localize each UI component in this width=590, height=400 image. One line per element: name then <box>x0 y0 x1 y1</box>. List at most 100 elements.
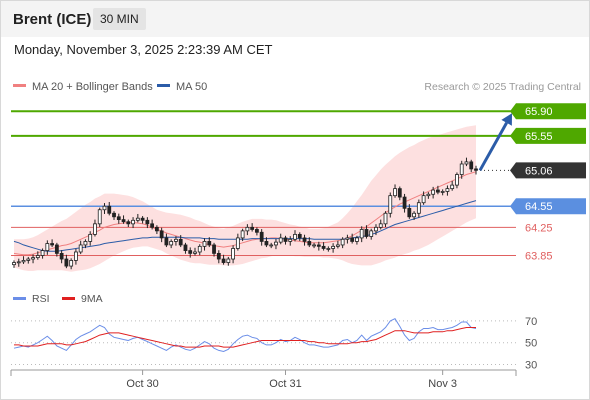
bollinger-band <box>14 125 476 272</box>
candle-body <box>255 229 259 233</box>
candle-body <box>307 241 312 246</box>
legend-swatch-ma20 <box>13 84 26 87</box>
candle-body <box>216 252 221 260</box>
candle-body <box>364 229 369 237</box>
rsi-tick-label: 50 <box>525 338 537 350</box>
rsi-ma-line <box>14 327 476 348</box>
candle-body <box>107 205 112 214</box>
level-tag-65-06 <box>510 162 586 179</box>
candle-body <box>335 244 340 247</box>
candle-body <box>393 188 397 197</box>
legend-label-ma50: MA 50 <box>176 81 207 93</box>
legend-swatch-rsi <box>13 297 26 300</box>
x-tick-label: Oct 31 <box>269 378 301 390</box>
candle-body <box>440 191 445 193</box>
candle-body <box>397 188 402 198</box>
candle-body <box>116 216 121 221</box>
candle-body <box>293 233 297 240</box>
candle-body <box>197 245 202 253</box>
x-tick-label: Oct 30 <box>126 378 158 390</box>
candle-body <box>50 243 55 246</box>
candle-body <box>145 219 150 225</box>
candle-body <box>316 244 321 247</box>
candle-body <box>326 248 331 250</box>
candle-body <box>407 207 412 218</box>
candle-body <box>445 188 450 192</box>
candle-body <box>345 237 350 240</box>
legend-label-rsi: RSI <box>32 293 50 305</box>
candle-body <box>183 244 188 251</box>
candle-body <box>74 251 78 261</box>
candle-body <box>93 223 97 235</box>
candle-body <box>383 212 388 225</box>
candle-body <box>231 248 235 260</box>
candle-body <box>207 241 212 246</box>
candle-body <box>278 237 283 243</box>
ma50-line <box>13 200 477 252</box>
level-tag-label: 65.55 <box>525 131 553 143</box>
level-label: 63.85 <box>525 251 553 263</box>
candle-body <box>31 257 35 260</box>
candle-body <box>331 245 336 249</box>
candle-body <box>140 217 145 221</box>
candle-body <box>459 163 464 175</box>
datetime-label: Monday, November 3, 2025 2:23:39 AM CET <box>14 42 273 57</box>
candle-body <box>474 168 478 171</box>
candle-body <box>388 195 393 214</box>
x-tick-label: Nov 3 <box>428 378 457 390</box>
candle-body <box>297 233 302 239</box>
rsi-tick-label: 70 <box>525 316 537 328</box>
candle-body <box>121 219 126 223</box>
candle-body <box>59 252 64 260</box>
level-tag-label: 65.06 <box>525 165 553 177</box>
candle-body <box>150 223 155 228</box>
candle-body <box>131 219 135 225</box>
candle-body <box>235 237 240 249</box>
candle-body <box>359 229 364 239</box>
candle-body <box>369 230 374 237</box>
candle-body <box>283 237 288 242</box>
candle-body <box>421 195 426 204</box>
level-tag-label: 65.90 <box>525 106 553 118</box>
candle-body <box>102 205 107 211</box>
level-tag-label: 64.55 <box>525 201 553 213</box>
candle-body <box>78 244 83 253</box>
candle-body <box>169 241 174 246</box>
candle-body <box>450 184 455 190</box>
legend-label-rsi-ma: 9MA <box>81 293 103 305</box>
candle-body <box>259 231 264 242</box>
candle-body <box>288 238 293 242</box>
candle-body <box>350 237 355 242</box>
candle-body <box>21 260 26 263</box>
legend-swatch-ma50 <box>157 84 170 87</box>
candle-body <box>88 233 93 242</box>
level-tag-64-55 <box>510 198 586 215</box>
candle-body <box>402 196 407 209</box>
projection-arrow-shaft <box>478 122 508 172</box>
candle-body <box>274 241 278 246</box>
level-tag-65-90 <box>510 103 586 120</box>
candle-body <box>435 189 440 193</box>
candle-body <box>40 250 45 256</box>
candle-body <box>269 244 274 247</box>
candle-body <box>431 189 436 195</box>
candle-body <box>374 226 378 232</box>
rsi-line <box>13 318 477 353</box>
legend-label-ma20: MA 20 + Bollinger Bands <box>32 81 153 93</box>
rsi-tick-label: 30 <box>525 360 537 372</box>
candle-body <box>221 258 226 263</box>
candle-body <box>464 161 469 165</box>
candle-body <box>202 241 207 247</box>
projection-arrow-head <box>501 113 512 126</box>
timeframe-button[interactable]: 30 MIN <box>93 8 146 30</box>
candle-body <box>312 244 316 247</box>
candle-body <box>64 258 69 267</box>
candle-body <box>188 250 193 254</box>
level-label: 64.25 <box>525 222 553 234</box>
candle-body <box>135 217 140 221</box>
candle-body <box>12 262 16 266</box>
candle-body <box>16 261 21 264</box>
candle-body <box>159 230 164 239</box>
candle-body <box>178 238 183 246</box>
legend-swatch-rsi-ma <box>62 297 75 300</box>
